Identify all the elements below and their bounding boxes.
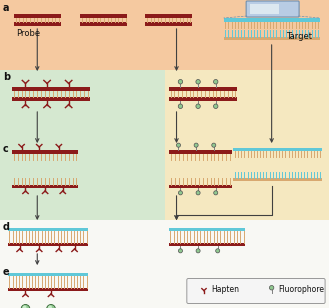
Circle shape — [196, 249, 200, 253]
Text: Fluorophore: Fluorophore — [278, 286, 325, 294]
Circle shape — [214, 191, 218, 195]
Circle shape — [178, 79, 183, 84]
Bar — [0, 265, 329, 308]
FancyBboxPatch shape — [246, 1, 299, 17]
Text: Target: Target — [286, 32, 312, 41]
Bar — [12, 150, 78, 153]
Bar — [169, 87, 237, 91]
Bar — [223, 37, 320, 40]
Circle shape — [213, 104, 218, 108]
Circle shape — [196, 191, 200, 195]
Text: d: d — [3, 222, 10, 232]
Text: a: a — [3, 3, 9, 13]
Bar — [8, 228, 88, 231]
Bar — [8, 243, 88, 246]
Bar — [14, 14, 61, 18]
Circle shape — [22, 306, 26, 308]
Bar — [8, 273, 88, 276]
Bar — [145, 14, 192, 18]
Bar — [0, 70, 165, 142]
Text: c: c — [3, 144, 9, 154]
Circle shape — [213, 79, 218, 84]
Text: e: e — [3, 267, 10, 277]
Text: Probe: Probe — [16, 29, 40, 38]
Bar — [169, 150, 232, 153]
Bar — [12, 87, 90, 91]
Bar — [169, 243, 245, 246]
Bar — [0, 0, 329, 70]
Circle shape — [179, 191, 183, 195]
Bar — [14, 22, 61, 26]
Circle shape — [216, 249, 220, 253]
Bar — [165, 142, 330, 220]
Bar — [8, 288, 88, 291]
Bar — [0, 142, 165, 220]
Bar — [169, 228, 245, 231]
Bar — [145, 22, 192, 26]
Circle shape — [196, 104, 200, 108]
Text: b: b — [3, 72, 10, 82]
Circle shape — [194, 143, 198, 147]
Bar — [233, 148, 322, 151]
FancyBboxPatch shape — [187, 278, 325, 303]
Circle shape — [179, 249, 183, 253]
Bar — [169, 184, 232, 188]
Bar — [165, 70, 330, 142]
Circle shape — [47, 305, 55, 308]
Bar — [233, 178, 322, 181]
Text: Hapten: Hapten — [211, 286, 239, 294]
Bar — [12, 184, 78, 188]
Circle shape — [178, 104, 183, 108]
Bar — [250, 4, 279, 14]
Bar — [12, 97, 90, 101]
Bar — [80, 14, 128, 18]
Bar — [223, 18, 320, 22]
Circle shape — [269, 286, 274, 290]
Circle shape — [21, 305, 30, 308]
Circle shape — [48, 306, 52, 308]
Bar — [0, 220, 329, 265]
Bar — [169, 97, 237, 101]
Circle shape — [212, 143, 216, 147]
Circle shape — [196, 79, 200, 84]
Circle shape — [177, 143, 181, 147]
Bar — [80, 22, 128, 26]
